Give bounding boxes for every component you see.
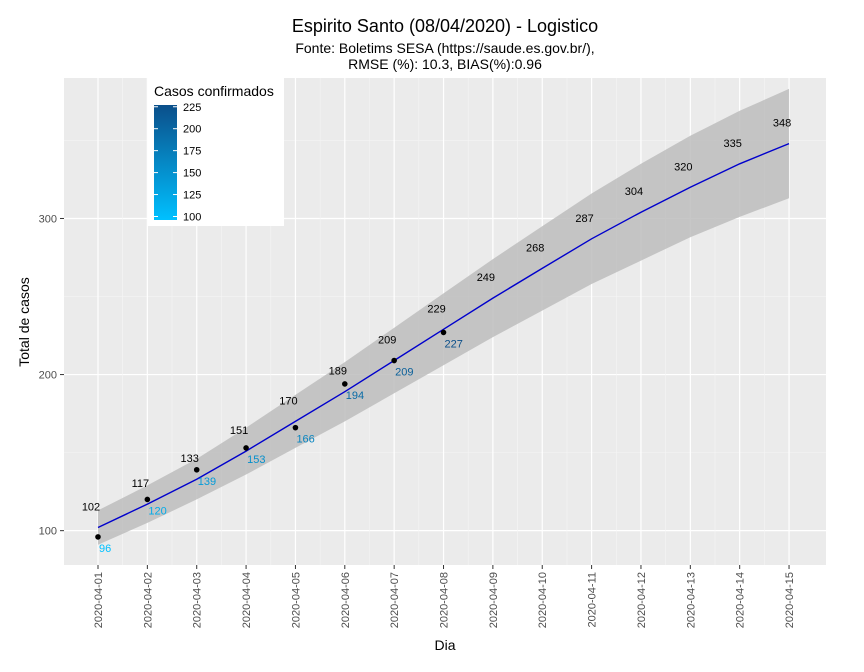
x-tick-label: 2020-04-14 [735, 572, 747, 628]
observed-points [95, 329, 447, 540]
x-tick-label: 2020-04-09 [488, 572, 500, 628]
x-tick-label: 2020-04-15 [784, 572, 796, 628]
legend-tick-label: 200 [183, 124, 201, 136]
fit-value-label: 229 [427, 303, 445, 315]
observed-point [144, 496, 151, 503]
x-tick-label: 2020-04-07 [389, 572, 401, 628]
chart-subtitle-line-1: Fonte: Boletims SESA (https://saude.es.g… [295, 40, 594, 56]
confidence-band-area [98, 88, 789, 545]
observed-value-label: 120 [148, 505, 166, 517]
y-axis-title: Total de casos [16, 277, 32, 367]
axes: 100 200 300 2020-04-01 2020-04-02 2020-04-03 2… [39, 213, 796, 628]
x-tick-label: 2020-04-10 [537, 572, 549, 628]
fit-value-label: 209 [378, 335, 396, 347]
x-tick-label: 2020-04-05 [290, 572, 302, 628]
legend-colorbar [154, 105, 177, 220]
observed-value-label: 227 [445, 338, 463, 350]
fit-line-layer [97, 142, 790, 529]
observed-value-label: 139 [198, 476, 216, 488]
fit-value-label: 170 [279, 395, 297, 407]
x-tick-label: 2020-04-11 [587, 572, 599, 627]
legend-tick-label: 100 [183, 211, 201, 223]
fit-value-label: 189 [329, 366, 347, 378]
fit-value-label: 320 [674, 161, 692, 173]
legend-title: Casos confirmados [154, 83, 274, 99]
fit-value-label: 335 [724, 138, 742, 150]
legend-tick-label: 125 [183, 190, 201, 202]
fit-value-label: 102 [82, 502, 100, 514]
legend-tick-label: 150 [183, 168, 201, 180]
observed-value-label: 194 [346, 390, 364, 402]
observed-point [391, 357, 397, 364]
x-tick-label: 2020-04-08 [439, 572, 451, 628]
observed-value-label: 96 [99, 543, 111, 555]
x-tick-label: 2020-04-12 [636, 572, 648, 628]
observed-point [342, 381, 348, 387]
legend-tick-label: 175 [183, 146, 201, 158]
chart-subtitle-line-2: RMSE (%): 10.3, BIAS(%):0.96 [348, 56, 542, 72]
fit-value-label: 348 [773, 118, 791, 130]
x-axis-title: Dia [434, 637, 455, 653]
x-tick-label: 2020-04-13 [685, 572, 697, 628]
x-tick-label: 2020-04-01 [93, 572, 105, 628]
y-tick-label: 100 [39, 526, 57, 538]
fit-value-label: 117 [132, 478, 150, 490]
data-labels: 102 117 133 151 170 189 209 229 249 268 287 304 320 3… [82, 118, 791, 555]
y-tick-label: 300 [39, 213, 57, 225]
chart-title: Espirito Santo (08/04/2020) - Logistico [292, 16, 598, 36]
observed-point [292, 424, 299, 431]
y-tick-label: 200 [39, 370, 57, 382]
fit-value-label: 304 [625, 186, 643, 198]
observed-point [440, 329, 447, 336]
legend-tick-label: 225 [183, 102, 201, 114]
observed-value-label: 153 [247, 454, 265, 466]
x-tick-label: 2020-04-04 [241, 572, 253, 628]
legend: Casos confirmados 225 200 175 150 125 100 [148, 78, 284, 226]
observed-value-label: 209 [395, 367, 413, 379]
observed-value-label: 166 [296, 434, 314, 446]
fit-value-label: 287 [575, 213, 593, 225]
fit-line [97, 142, 790, 529]
fit-value-label: 268 [526, 242, 544, 254]
fit-value-label: 249 [477, 272, 495, 284]
observed-point [243, 445, 249, 451]
x-tick-label: 2020-04-03 [192, 572, 204, 628]
observed-point [95, 534, 101, 540]
x-tick-label: 2020-04-06 [340, 572, 352, 628]
confidence-band [98, 88, 789, 545]
observed-point [193, 466, 200, 473]
x-tick-label: 2020-04-02 [142, 572, 154, 628]
fit-value-label: 151 [230, 425, 248, 437]
fit-value-label: 133 [181, 453, 199, 465]
